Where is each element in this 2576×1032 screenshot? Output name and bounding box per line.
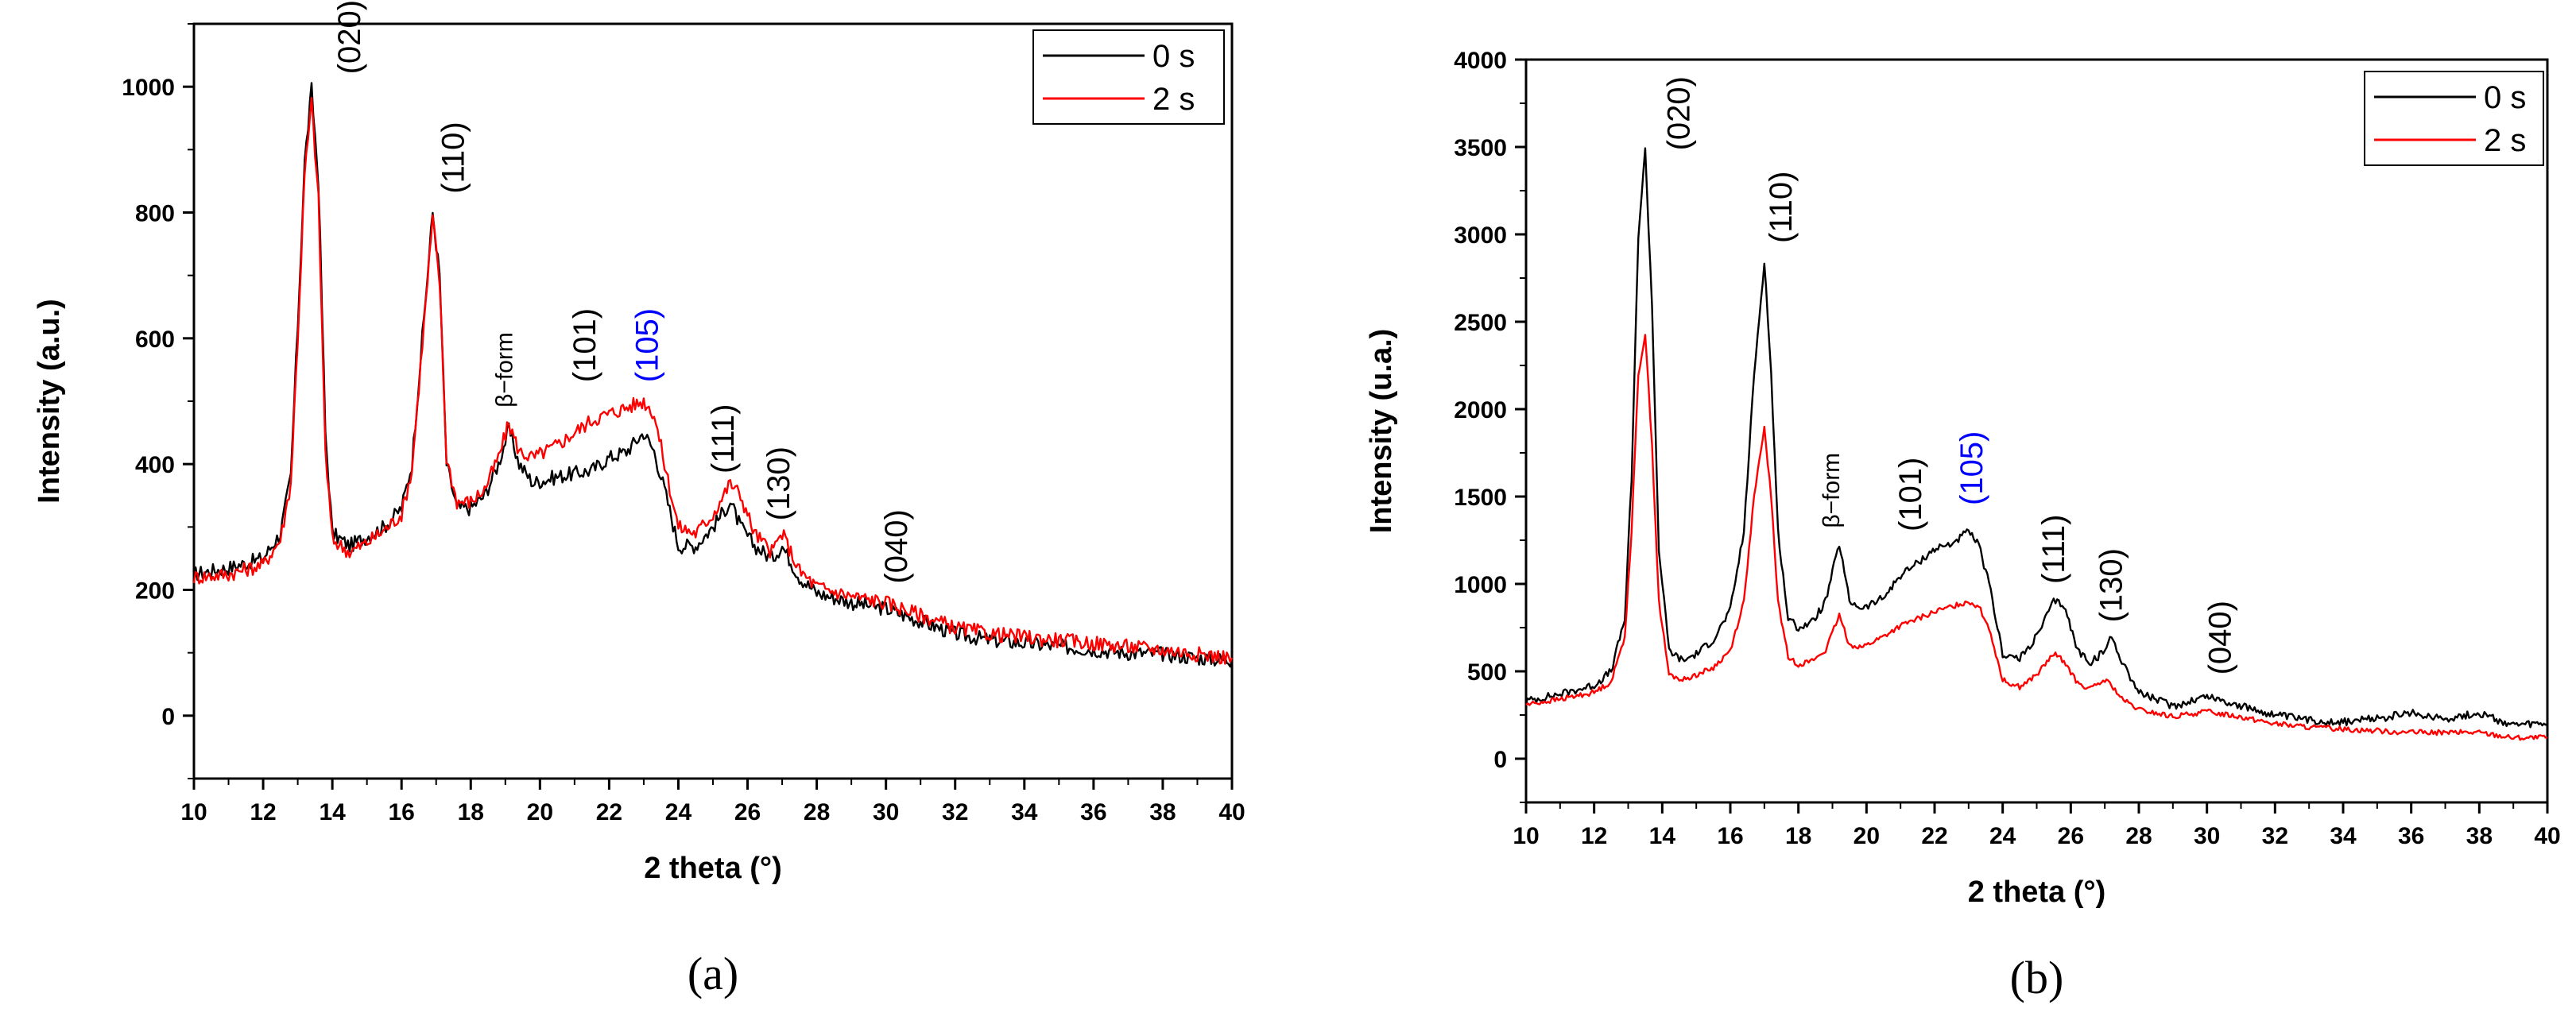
x-tick-label: 40 (2534, 823, 2560, 849)
peak-label: (130) (761, 446, 796, 520)
x-tick-label: 28 (804, 799, 830, 825)
y-tick-label: 3000 (1454, 222, 1507, 249)
chart-panel-a: 10 12 14 16 18 20 22 24 26 28 30 32 34 36 38 4002004006… (33, 0, 1245, 999)
legend-entry: 2 s (2484, 123, 2526, 158)
x-tick-label: 10 (1513, 823, 1539, 849)
y-tick-label: 4000 (1454, 48, 1507, 74)
peak-label: β−form (492, 332, 518, 408)
peak-label: (040) (2203, 601, 2238, 674)
plot-frame (192, 22, 1234, 780)
peak-label: (101) (567, 308, 602, 382)
x-tick-label: 28 (2125, 823, 2152, 849)
series-line-0s (1524, 147, 2548, 729)
x-tick-label: 18 (1785, 823, 1811, 849)
x-tick-label: 32 (2262, 823, 2288, 849)
x-tick-label: 16 (1717, 823, 1743, 849)
peak-label: (130) (2094, 548, 2129, 622)
x-tick-label: 24 (665, 799, 692, 825)
x-tick-label: 10 (180, 799, 207, 825)
x-tick-label: 38 (1149, 799, 1176, 825)
y-tick-label: 800 (135, 201, 175, 227)
x-tick-label: 26 (734, 799, 761, 825)
peak-label: β−form (1819, 453, 1845, 528)
x-tick-label: 24 (1989, 823, 2016, 849)
peak-label: (111) (706, 404, 741, 473)
y-tick-label: 500 (1467, 659, 1507, 686)
y-axis-label: Intensity (u.a.) (1365, 329, 1398, 534)
y-axis-label: Intensity (a.u.) (33, 299, 66, 504)
peak-label: (111) (2036, 515, 2071, 584)
chart-panel-b: 10 12 14 16 18 20 22 24 26 28 30 32 34 36 38 40 0 500 1000… (1365, 48, 2561, 1003)
y-tick-label: 600 (135, 327, 175, 353)
peak-label: (105) (1954, 431, 1989, 505)
peak-label: (110) (1764, 172, 1799, 243)
x-tick-label: 20 (1854, 823, 1880, 849)
y-tick-label: 1500 (1454, 485, 1507, 511)
y-tick-label: 3500 (1454, 135, 1507, 161)
series-line-2s (192, 97, 1234, 665)
peak-label: (101) (1893, 458, 1928, 531)
peak-label: (020) (332, 0, 367, 74)
panel-label: (a) (688, 948, 738, 999)
x-tick-label: 16 (389, 799, 415, 825)
x-axis-label: 2 theta (°) (644, 852, 782, 885)
x-tick-label: 22 (1921, 823, 1947, 849)
y-tick-label: 200 (135, 578, 175, 605)
x-tick-label: 30 (2194, 823, 2220, 849)
x-tick-label: 34 (1011, 799, 1038, 825)
x-tick-label: 14 (1649, 823, 1676, 849)
panel-label: (b) (2010, 952, 2064, 1003)
x-tick-label: 22 (596, 799, 622, 825)
y-tick-label: 0 (1493, 747, 1507, 773)
y-tick-label: 2000 (1454, 397, 1507, 423)
y-tick-label: 1000 (1454, 572, 1507, 598)
x-tick-label: 14 (319, 799, 346, 825)
peak-label: (020) (1662, 76, 1697, 150)
x-tick-label: 30 (873, 799, 899, 825)
x-tick-label: 26 (2058, 823, 2084, 849)
peak-label: (105) (629, 308, 664, 382)
legend-box (2364, 71, 2544, 166)
y-tick-label: 0 (161, 704, 175, 730)
x-tick-label: 18 (458, 799, 484, 825)
peak-label: (110) (436, 122, 471, 193)
y-tick-label: 1000 (122, 75, 175, 101)
x-tick-label: 38 (2466, 823, 2493, 849)
x-tick-label: 12 (1581, 823, 1607, 849)
x-tick-label: 32 (942, 799, 968, 825)
x-tick-label: 34 (2330, 823, 2357, 849)
y-tick-label: 2500 (1454, 310, 1507, 336)
x-tick-label: 20 (527, 799, 553, 825)
series-line-0s (193, 82, 1234, 668)
x-tick-label: 36 (2398, 823, 2424, 849)
legend-entry: 0 s (2484, 80, 2526, 115)
x-axis-label: 2 theta (°) (1968, 875, 2106, 909)
legend-entry: 2 s (1152, 82, 1195, 117)
x-tick-label: 12 (250, 799, 276, 825)
x-tick-label: 36 (1080, 799, 1106, 825)
peak-label: (040) (879, 509, 914, 583)
legend-box (1032, 29, 1225, 125)
x-tick-label: 40 (1218, 799, 1245, 825)
series-line-2s (1525, 334, 2547, 741)
legend-entry: 0 s (1152, 39, 1195, 74)
y-tick-label: 400 (135, 452, 175, 478)
plot-frame (1524, 58, 2549, 804)
